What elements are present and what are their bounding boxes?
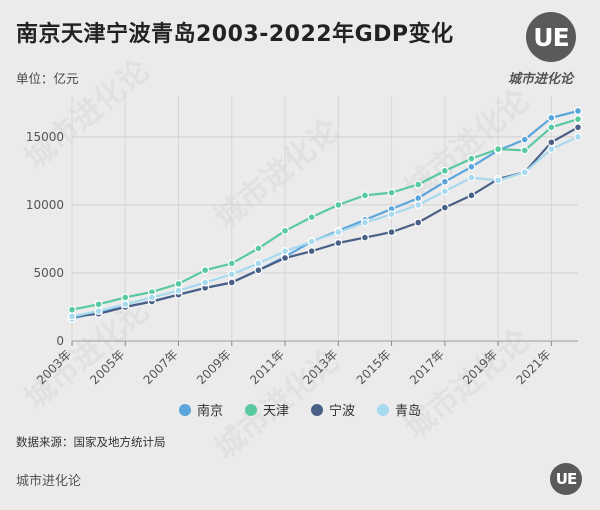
data-point bbox=[281, 253, 290, 262]
x-tick-label: 2005年 bbox=[87, 347, 127, 387]
data-point bbox=[414, 200, 423, 209]
data-point bbox=[174, 286, 183, 295]
legend: 南京 天津 宁波 青岛 bbox=[0, 400, 600, 419]
data-point bbox=[67, 305, 76, 314]
data-point bbox=[147, 293, 156, 302]
data-point bbox=[254, 266, 263, 275]
series-line bbox=[71, 126, 579, 318]
y-tick-label: 15000 bbox=[26, 130, 64, 144]
footer-brand-name: 城市进化论 bbox=[16, 474, 82, 489]
data-point bbox=[307, 247, 316, 256]
data-point bbox=[334, 228, 343, 237]
data-point bbox=[547, 145, 556, 154]
data-point bbox=[281, 247, 290, 256]
data-point bbox=[547, 113, 556, 122]
data-point bbox=[440, 177, 449, 186]
data-point bbox=[174, 279, 183, 288]
data-point bbox=[121, 300, 130, 309]
data-point bbox=[67, 312, 76, 321]
data-point bbox=[520, 135, 529, 144]
data-point bbox=[254, 259, 263, 268]
data-point bbox=[334, 239, 343, 248]
data-point bbox=[467, 191, 476, 200]
legend-item: 宁波 bbox=[311, 400, 355, 419]
data-point bbox=[307, 237, 316, 246]
x-tick-label: 2007年 bbox=[141, 347, 181, 387]
data-point bbox=[573, 123, 582, 132]
data-point bbox=[360, 218, 369, 227]
chart-title: 南京天津宁波青岛2003-2022年GDP变化 bbox=[16, 22, 454, 47]
x-tick-label: 2019年 bbox=[460, 347, 500, 387]
brand-name: 城市进化论 bbox=[508, 72, 574, 87]
data-source: 数据来源：国家及地方统计局 bbox=[16, 435, 166, 449]
series-line bbox=[71, 118, 579, 311]
data-point bbox=[387, 188, 396, 197]
data-point bbox=[573, 115, 582, 124]
data-point bbox=[547, 123, 556, 132]
data-point bbox=[547, 138, 556, 147]
x-tick-label: 2015年 bbox=[354, 347, 394, 387]
data-point bbox=[227, 259, 236, 268]
legend-label: 天津 bbox=[262, 404, 289, 419]
data-point bbox=[281, 226, 290, 235]
data-point bbox=[201, 278, 210, 287]
legend-marker bbox=[178, 403, 191, 416]
data-point bbox=[573, 106, 582, 115]
unit-label: 单位：亿元 bbox=[16, 71, 79, 86]
y-tick-label: 10000 bbox=[26, 198, 64, 212]
legend-marker bbox=[311, 403, 323, 416]
data-point bbox=[467, 173, 476, 182]
footer-logo: UE bbox=[550, 463, 582, 495]
x-tick-label: 2013年 bbox=[300, 347, 340, 387]
data-point bbox=[94, 307, 103, 316]
data-point bbox=[360, 191, 369, 200]
data-point bbox=[494, 176, 503, 185]
data-point bbox=[227, 278, 236, 287]
data-point bbox=[520, 168, 529, 177]
legend-item: 南京 bbox=[178, 400, 223, 419]
x-tick-label: 2003年 bbox=[34, 347, 74, 387]
data-point bbox=[494, 145, 503, 154]
data-point bbox=[227, 270, 236, 279]
data-point bbox=[387, 228, 396, 237]
legend-label: 南京 bbox=[196, 404, 223, 419]
legend-item: 天津 bbox=[244, 400, 289, 419]
legend-label: 宁波 bbox=[329, 404, 356, 419]
legend-marker bbox=[377, 403, 390, 416]
x-tick-label: 2017年 bbox=[407, 347, 447, 387]
x-tick-label: 2011年 bbox=[247, 347, 287, 387]
x-tick-label: 2009年 bbox=[194, 347, 234, 387]
y-tick-label: 5000 bbox=[33, 266, 64, 280]
legend-item: 青岛 bbox=[377, 400, 421, 419]
data-point bbox=[440, 203, 449, 212]
data-point bbox=[414, 180, 423, 189]
data-point bbox=[440, 187, 449, 196]
data-point bbox=[121, 293, 130, 302]
data-point bbox=[254, 244, 263, 253]
legend-marker bbox=[244, 403, 257, 416]
data-point bbox=[467, 154, 476, 163]
y-tick-label: 0 bbox=[56, 334, 64, 348]
series-line bbox=[71, 135, 579, 318]
data-point bbox=[467, 162, 476, 171]
data-point bbox=[334, 200, 343, 209]
data-point bbox=[201, 266, 210, 275]
legend-label: 青岛 bbox=[395, 404, 422, 419]
brand-logo: UE bbox=[526, 12, 576, 62]
data-point bbox=[573, 132, 582, 141]
line-chart: 0 5000 10000 15000 2003年 2005年 2007年 2009年 2011年… bbox=[26, 96, 582, 387]
data-point bbox=[387, 210, 396, 219]
series-line bbox=[71, 109, 579, 320]
data-point bbox=[414, 194, 423, 203]
data-point bbox=[440, 166, 449, 175]
data-point bbox=[307, 213, 316, 222]
data-point bbox=[414, 218, 423, 227]
data-point bbox=[360, 233, 369, 242]
data-point bbox=[94, 300, 103, 309]
x-tick-label: 2021年 bbox=[514, 347, 554, 387]
data-point bbox=[520, 146, 529, 155]
